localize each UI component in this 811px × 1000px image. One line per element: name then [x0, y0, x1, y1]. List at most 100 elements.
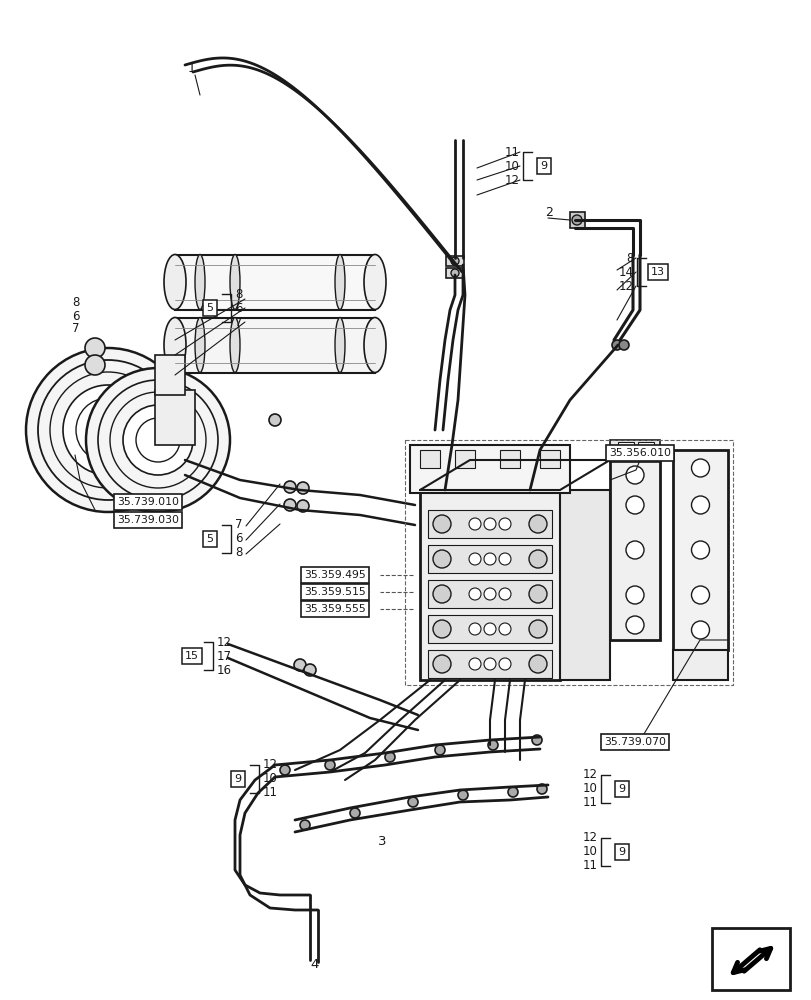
Text: 9: 9: [234, 774, 241, 784]
Circle shape: [26, 348, 190, 512]
Text: 1: 1: [188, 62, 195, 75]
Circle shape: [85, 338, 105, 358]
Bar: [427, 545, 551, 573]
Ellipse shape: [195, 318, 204, 372]
Text: 10: 10: [263, 772, 277, 785]
Circle shape: [50, 372, 165, 488]
Circle shape: [625, 496, 643, 514]
Circle shape: [571, 215, 581, 225]
Circle shape: [499, 553, 510, 565]
Text: 6: 6: [72, 310, 79, 322]
Circle shape: [268, 414, 281, 426]
Ellipse shape: [335, 254, 345, 310]
Text: 4: 4: [310, 958, 318, 971]
Bar: [427, 580, 551, 608]
Text: 3: 3: [378, 835, 386, 848]
Circle shape: [299, 820, 310, 830]
Bar: [500, 450, 519, 468]
Bar: [445, 268, 463, 278]
Circle shape: [432, 620, 450, 638]
Text: 11: 11: [504, 146, 519, 159]
Ellipse shape: [363, 254, 385, 310]
Bar: [569, 212, 584, 228]
Text: 35.359.495: 35.359.495: [304, 570, 366, 580]
Circle shape: [618, 340, 629, 350]
Text: 9: 9: [618, 847, 624, 857]
Circle shape: [38, 360, 178, 500]
Circle shape: [691, 496, 709, 514]
Text: 13: 13: [650, 267, 664, 277]
Circle shape: [483, 658, 496, 670]
Circle shape: [536, 784, 547, 794]
Text: 11: 11: [263, 786, 277, 799]
Circle shape: [691, 541, 709, 559]
Text: 5: 5: [206, 303, 213, 313]
Circle shape: [324, 760, 335, 770]
Bar: [155, 390, 195, 445]
Circle shape: [432, 550, 450, 568]
Circle shape: [98, 420, 118, 440]
Circle shape: [528, 550, 547, 568]
Circle shape: [450, 269, 458, 277]
Circle shape: [499, 518, 510, 530]
Circle shape: [691, 459, 709, 477]
Bar: [609, 460, 659, 640]
Circle shape: [691, 586, 709, 604]
Text: 9: 9: [540, 161, 547, 171]
Circle shape: [483, 623, 496, 635]
Text: 7: 7: [72, 322, 79, 336]
Circle shape: [450, 257, 458, 265]
Circle shape: [88, 410, 128, 450]
Circle shape: [76, 398, 139, 462]
Text: 17: 17: [217, 650, 232, 662]
Text: 7: 7: [234, 316, 242, 328]
Ellipse shape: [335, 318, 345, 372]
Text: 35.739.010: 35.739.010: [117, 497, 178, 507]
Circle shape: [528, 585, 547, 603]
Bar: [175, 255, 375, 310]
Circle shape: [294, 659, 306, 671]
Text: 12: 12: [504, 174, 519, 187]
Bar: [445, 256, 463, 266]
Circle shape: [487, 740, 497, 750]
Circle shape: [469, 623, 480, 635]
Bar: [410, 445, 569, 493]
Text: 9: 9: [618, 784, 624, 794]
Bar: [672, 450, 727, 650]
Bar: [539, 450, 560, 468]
Text: 8: 8: [234, 288, 242, 300]
Circle shape: [384, 752, 394, 762]
Bar: [427, 650, 551, 678]
Bar: [427, 510, 551, 538]
Bar: [175, 318, 375, 373]
Text: 35.359.555: 35.359.555: [304, 604, 366, 614]
Circle shape: [528, 655, 547, 673]
Text: 12: 12: [263, 758, 277, 772]
Text: 2: 2: [544, 207, 552, 220]
Circle shape: [86, 368, 230, 512]
Circle shape: [135, 418, 180, 462]
Circle shape: [297, 482, 309, 494]
Ellipse shape: [230, 254, 240, 310]
Circle shape: [611, 340, 621, 350]
Circle shape: [508, 787, 517, 797]
Text: 8: 8: [234, 546, 242, 560]
Text: 35.359.515: 35.359.515: [304, 587, 366, 597]
Text: 8: 8: [72, 296, 79, 310]
Circle shape: [280, 765, 290, 775]
Text: 6: 6: [234, 532, 242, 546]
Ellipse shape: [164, 254, 186, 310]
Text: 15: 15: [185, 651, 199, 661]
Circle shape: [432, 655, 450, 673]
Circle shape: [122, 405, 193, 475]
Circle shape: [499, 623, 510, 635]
Bar: [609, 440, 659, 462]
Circle shape: [350, 808, 359, 818]
Circle shape: [469, 553, 480, 565]
Circle shape: [469, 658, 480, 670]
Ellipse shape: [230, 318, 240, 372]
Circle shape: [483, 518, 496, 530]
Circle shape: [85, 355, 105, 375]
Circle shape: [625, 466, 643, 484]
Bar: [711, 928, 789, 990]
